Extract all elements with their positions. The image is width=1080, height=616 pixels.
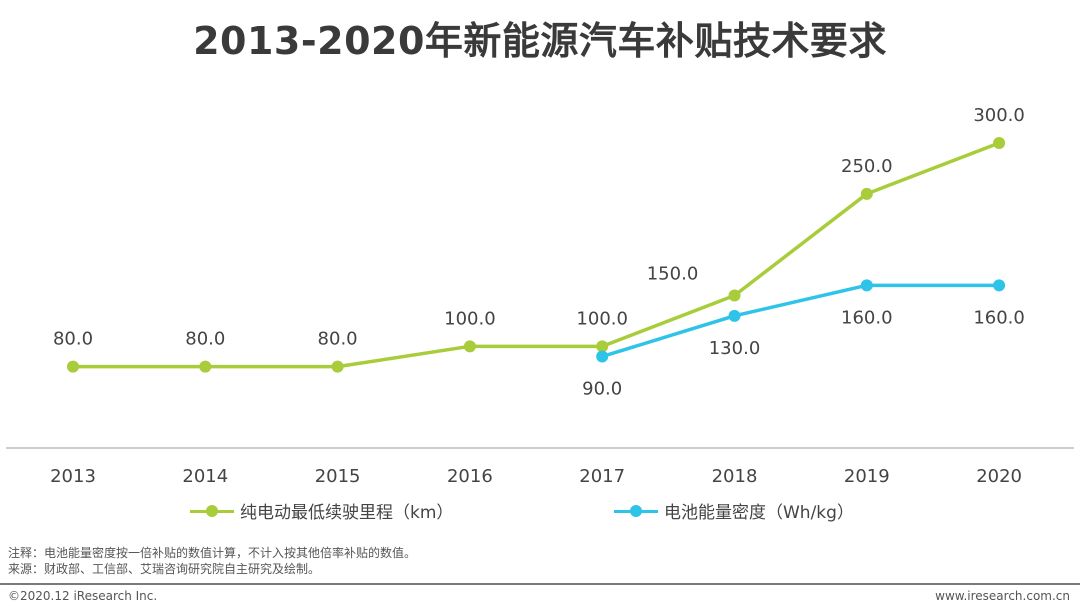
data-point xyxy=(860,279,873,292)
footer-divider xyxy=(0,583,1080,585)
note-text: 注释：电池能量密度按一倍补贴的数值计算，不计入按其他倍率补贴的数值。 xyxy=(8,546,417,560)
x-tick-label: 2018 xyxy=(712,466,758,487)
x-tick-label: 2015 xyxy=(315,466,361,487)
x-tick-label: 2014 xyxy=(182,466,228,487)
x-tick-label: 2020 xyxy=(976,466,1022,487)
series-line xyxy=(601,283,1000,359)
data-point xyxy=(728,289,741,302)
x-tick-label: 2019 xyxy=(844,466,890,487)
data-label: 80.0 xyxy=(185,329,225,350)
data-point xyxy=(331,360,344,373)
series-line xyxy=(73,141,1000,369)
data-point xyxy=(993,279,1006,292)
data-label: 130.0 xyxy=(709,338,761,359)
data-label: 100.0 xyxy=(576,308,628,329)
notes: 注释：电池能量密度按一倍补贴的数值计算，不计入按其他倍率补贴的数值。 来源：财政… xyxy=(8,545,416,577)
data-label: 80.0 xyxy=(53,329,93,350)
x-tick-label: 2013 xyxy=(50,466,96,487)
data-point xyxy=(728,309,741,322)
data-label: 300.0 xyxy=(973,105,1025,126)
data-point xyxy=(993,136,1006,149)
website-link[interactable]: www.iresearch.com.cn xyxy=(935,589,1070,603)
data-point xyxy=(67,360,79,373)
data-point xyxy=(199,360,212,373)
x-tick-label: 2017 xyxy=(579,466,625,487)
copyright-text: ©2020.12 iResearch Inc. xyxy=(8,589,158,603)
data-label: 160.0 xyxy=(973,307,1025,328)
chart-title: 2013-2020年新能源汽车补贴技术要求 xyxy=(193,19,887,63)
data-label: 250.0 xyxy=(841,156,893,177)
data-point xyxy=(463,340,476,353)
source-text: 来源：财政部、工信部、艾瑞咨询研究院自主研究及绘制。 xyxy=(8,562,321,576)
data-point xyxy=(860,187,873,200)
data-point xyxy=(596,350,609,363)
data-label: 90.0 xyxy=(582,378,622,399)
x-tick-label: 2016 xyxy=(447,466,493,487)
data-label: 160.0 xyxy=(841,307,893,328)
data-label: 80.0 xyxy=(318,329,358,350)
data-point xyxy=(596,340,609,353)
data-label: 100.0 xyxy=(444,308,496,329)
data-label: 150.0 xyxy=(647,263,699,284)
